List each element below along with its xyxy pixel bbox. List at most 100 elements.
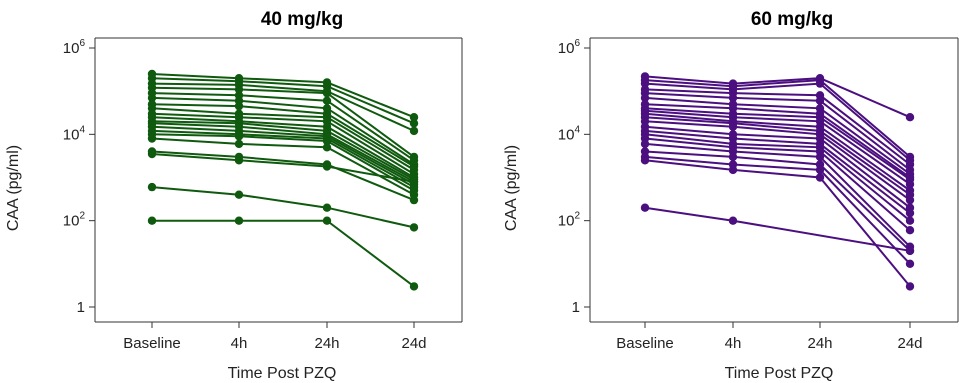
data-point [234, 156, 244, 165]
data-point [322, 216, 332, 225]
data-point [905, 113, 915, 122]
series-line [644, 116, 911, 196]
series-line [151, 82, 415, 132]
x-tick-label: 24d [401, 335, 426, 352]
y-axis-label: CAA (pg/ml) [5, 145, 22, 231]
data-point [322, 136, 332, 146]
data-point [147, 216, 157, 225]
series-line [644, 82, 911, 162]
data-point [728, 165, 738, 175]
series-line [151, 107, 415, 171]
data-point [322, 162, 332, 171]
series-line [644, 125, 911, 209]
y-tick-label: 104 [558, 124, 581, 143]
y-tick-label: 1 [77, 299, 85, 316]
data-point [728, 122, 738, 131]
data-point [234, 85, 244, 94]
data-point [640, 203, 650, 212]
x-tick-label: 4h [231, 335, 248, 352]
chart-title: 60 mg/kg [751, 9, 833, 30]
series-line [644, 79, 911, 158]
data-point [728, 216, 738, 225]
series-line [644, 88, 911, 166]
data-point [815, 79, 825, 88]
y-tick-label: 106 [558, 38, 581, 57]
y-tick-label: 102 [63, 211, 86, 230]
data-point [640, 156, 650, 165]
x-tick-label: Baseline [123, 335, 181, 352]
series-line [644, 133, 911, 222]
series-line [151, 116, 415, 179]
panel-60mg: 60 mg/kg CAA (pg/ml) Time Post PZQ 1 102 1… [503, 9, 959, 382]
y-tick-label: 104 [63, 124, 86, 143]
series-line [151, 92, 415, 162]
y-ticks: 1 102 104 106 [63, 38, 95, 316]
data-point [815, 96, 825, 105]
x-tick-label: 24h [807, 335, 832, 352]
data-points [640, 72, 915, 291]
series-line [644, 159, 911, 288]
series-line [644, 142, 911, 248]
data-point [409, 195, 419, 205]
y-tick-label: 102 [558, 211, 581, 230]
data-point [322, 143, 332, 152]
series-line [644, 96, 911, 175]
series-line [644, 109, 911, 186]
series-line [151, 112, 415, 175]
x-axis-label: Time Post PZQ [725, 365, 834, 382]
data-point [815, 152, 825, 162]
series-line [644, 112, 911, 192]
series-line [151, 125, 415, 186]
series-line [644, 206, 911, 252]
series-lines [151, 73, 415, 288]
data-point [409, 126, 419, 136]
series-line [644, 120, 911, 201]
data-point [409, 223, 419, 232]
data-point [640, 139, 650, 149]
data-point [905, 216, 915, 225]
data-point [640, 79, 650, 88]
data-point [147, 182, 157, 192]
data-point [409, 119, 419, 128]
y-axis-label: CAA (pg/ml) [503, 145, 520, 231]
panel-40mg: 40 mg/kg CAA (pg/ml) Time Post PZQ 11021… [5, 9, 463, 382]
data-point [322, 203, 332, 212]
x-ticks: Baseline 4h 24h 24d [123, 322, 427, 352]
series-line [151, 73, 415, 119]
data-points [147, 69, 419, 291]
series-line [151, 137, 415, 196]
plot-frame [94, 37, 463, 323]
data-point [409, 282, 419, 291]
data-point [905, 246, 915, 255]
series-line [151, 153, 415, 183]
x-tick-label: 24h [314, 335, 339, 352]
series-line [152, 219, 415, 288]
series-line [644, 129, 911, 214]
y-tick-label: 1 [572, 299, 580, 316]
data-point [728, 93, 738, 103]
data-point [905, 259, 915, 268]
data-point [905, 226, 915, 235]
x-ticks: Baseline 4h 24h 24d [616, 322, 923, 352]
series-line [151, 103, 415, 168]
data-point [234, 190, 244, 199]
data-point [234, 216, 244, 225]
series-line [644, 150, 911, 252]
data-point [322, 88, 332, 98]
series-line [151, 120, 415, 181]
data-point [815, 173, 825, 182]
series-line [644, 107, 911, 181]
data-point [905, 195, 915, 205]
series-line [644, 103, 911, 179]
series-lines [644, 75, 911, 288]
y-tick-label: 106 [63, 38, 86, 57]
series-line [644, 155, 911, 265]
data-point [147, 93, 157, 103]
data-point [905, 208, 915, 218]
series-line [151, 129, 415, 188]
data-point [409, 113, 419, 122]
data-point [322, 96, 332, 105]
series-line [644, 75, 911, 119]
data-point [728, 152, 738, 162]
